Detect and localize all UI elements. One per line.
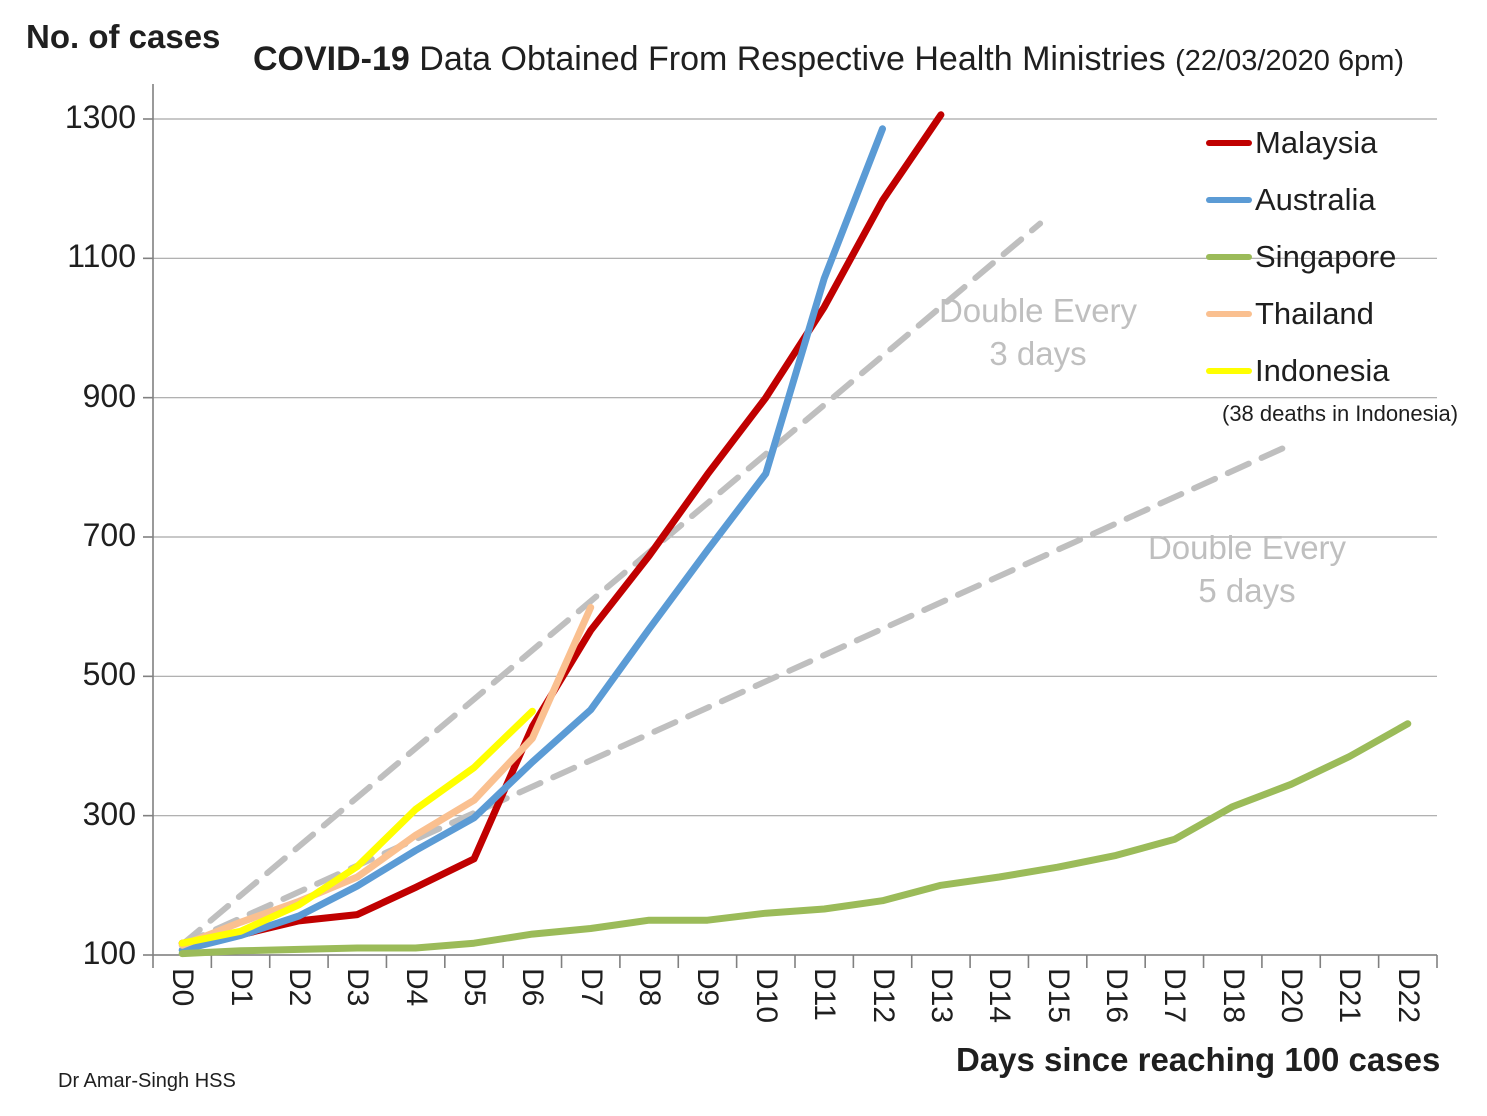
- guide-line-1: [179, 220, 1044, 948]
- x-tick-label: D21: [1333, 968, 1367, 1024]
- chart-title-bold: COVID-19: [253, 40, 410, 78]
- y-tick-label: 1300: [64, 99, 136, 135]
- legend-item-singapore: Singapore: [1206, 228, 1396, 285]
- x-tick-label: D22: [1391, 968, 1425, 1024]
- guide-label-line1: Double Every: [1147, 529, 1347, 566]
- x-tick-label: D17: [1158, 968, 1192, 1024]
- guide-label-1: Double Every 3 days: [939, 289, 1137, 375]
- series-line-australia: [178, 125, 886, 954]
- x-tick-label: D12: [866, 968, 900, 1024]
- x-tick-label: D0: [166, 968, 200, 1007]
- legend-swatch-singapore: [1206, 253, 1252, 260]
- legend-note: (38 deaths in Indonesia): [1222, 401, 1459, 426]
- guide-label-line2: 3 days: [989, 335, 1087, 372]
- series-line-malaysia: [178, 111, 945, 947]
- x-tick-label: D18: [1216, 968, 1250, 1024]
- x-tick-label: D1: [224, 968, 258, 1007]
- series-line-thailand: [178, 603, 595, 949]
- series-line-indonesia: [178, 707, 536, 947]
- legend-item-thailand: Thailand: [1206, 285, 1374, 342]
- guide-label-2: Double Every 5 days: [1148, 526, 1346, 612]
- legend-item-malaysia: Malaysia: [1206, 114, 1377, 171]
- x-tick-label: D20: [1275, 968, 1309, 1024]
- legend-label: Singapore: [1255, 238, 1397, 274]
- legend-item-indonesia: Indonesia: [1206, 342, 1389, 399]
- x-tick-label: D9: [691, 968, 725, 1007]
- legend-label: Indonesia: [1255, 352, 1390, 388]
- y-tick-label: 500: [82, 656, 136, 693]
- chart-title: COVID-19 Data Obtained From Respective H…: [253, 40, 1404, 79]
- legend-swatch-indonesia: [1206, 367, 1252, 374]
- guide-label-line2: 5 days: [1198, 572, 1296, 609]
- x-tick-label: D13: [924, 968, 958, 1024]
- legend-swatch-thailand: [1206, 310, 1252, 317]
- y-tick-label: 700: [82, 517, 136, 553]
- chart-title-regular: Data Obtained From Respective Health Min…: [409, 40, 1176, 78]
- legend-label: Malaysia: [1255, 124, 1378, 160]
- x-tick-label: D10: [749, 968, 783, 1024]
- x-tick-label: D11: [808, 968, 842, 1021]
- legend-item-australia: Australia: [1206, 171, 1376, 228]
- x-tick-label: D14: [983, 968, 1017, 1024]
- x-tick-label: D5: [458, 968, 491, 1007]
- x-tick-label: D2: [282, 968, 316, 1007]
- legend-swatch-malaysia: [1206, 139, 1252, 146]
- x-tick-label: D16: [1100, 968, 1133, 1024]
- x-tick-label: D15: [1041, 968, 1075, 1024]
- x-tick-label: D8: [633, 968, 667, 1007]
- attribution: Dr Amar-Singh HSS: [58, 1070, 236, 1092]
- x-tick-label: D4: [399, 968, 433, 1007]
- legend-swatch-australia: [1206, 196, 1252, 203]
- legend-label: Thailand: [1255, 295, 1374, 331]
- y-axis-title: No. of cases: [26, 18, 221, 55]
- legend-label: Australia: [1255, 181, 1376, 217]
- y-tick-label: 300: [82, 795, 136, 832]
- x-tick-label: D6: [516, 968, 550, 1007]
- y-tick-label: 1100: [67, 238, 136, 275]
- x-tick-label: D3: [341, 968, 375, 1007]
- y-tick-label: 100: [82, 935, 136, 971]
- guide-label-line1: Double Every: [938, 292, 1138, 329]
- x-axis-title: Days since reaching 100 cases: [956, 1041, 1441, 1078]
- y-tick-label: 900: [82, 377, 136, 414]
- x-tick-label: D7: [574, 968, 608, 1007]
- series-line-singapore: [178, 720, 1412, 958]
- chart-title-timestamp: (22/03/2020 6pm): [1175, 45, 1405, 77]
